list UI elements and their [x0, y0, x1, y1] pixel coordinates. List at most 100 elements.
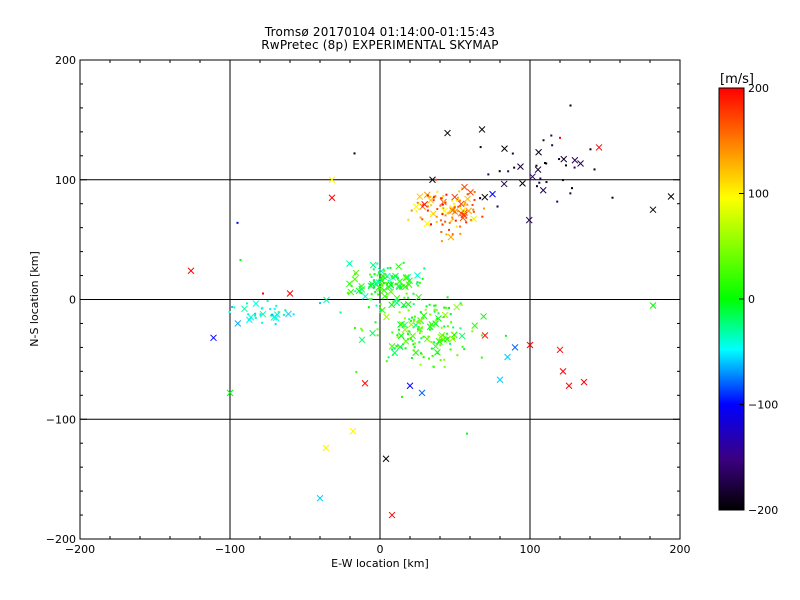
data-point-cross — [369, 329, 376, 337]
data-point-dot — [368, 298, 371, 301]
data-point-cross — [447, 233, 455, 241]
data-point-dot — [448, 221, 451, 224]
data-point-dot — [394, 283, 397, 286]
data-point-dot — [460, 187, 463, 190]
data-point-cross — [381, 292, 389, 300]
data-point-dot — [440, 326, 443, 329]
data-point-cross — [595, 144, 603, 151]
data-point-cross — [441, 207, 448, 215]
data-point-dot — [440, 197, 443, 200]
x-tick-label: 0 — [377, 543, 384, 556]
data-point-dot — [275, 304, 278, 307]
data-point-dot — [539, 177, 542, 180]
data-point-dot — [386, 284, 389, 287]
data-point-dot — [292, 313, 295, 316]
data-point-dot — [435, 215, 438, 218]
data-point-dot — [459, 204, 462, 207]
data-point-cross — [395, 263, 403, 270]
data-point-cross — [451, 208, 459, 216]
data-point-dot — [456, 354, 459, 357]
data-point-cross — [387, 288, 395, 295]
data-point-dot — [374, 291, 377, 294]
data-point-dot — [385, 295, 388, 298]
data-point-cross — [480, 313, 487, 320]
data-point-dot — [457, 210, 460, 213]
data-point-cross — [667, 193, 675, 200]
data-point-dot — [403, 296, 406, 299]
data-point-cross — [534, 166, 542, 173]
data-point-dot — [436, 207, 439, 210]
data-point-cross — [571, 156, 579, 164]
data-point-cross — [361, 379, 369, 387]
data-point-dot — [346, 291, 349, 294]
data-point-cross — [414, 272, 421, 279]
data-point-dot — [412, 349, 415, 352]
data-point-dot — [353, 326, 356, 329]
data-point-dot — [479, 197, 482, 200]
data-point-dot — [459, 225, 462, 228]
data-point-dot — [417, 326, 420, 329]
data-point-dot — [442, 334, 445, 337]
data-point-dot — [262, 292, 264, 295]
data-point-dot — [379, 309, 382, 312]
data-point-dot — [434, 319, 437, 322]
data-point-dot — [451, 199, 454, 202]
data-point-dot — [383, 269, 386, 272]
data-point-dot — [380, 282, 383, 285]
data-point-cross — [429, 210, 437, 218]
data-point-cross — [429, 176, 436, 184]
data-point-dot — [535, 185, 538, 188]
data-point-dot — [373, 286, 376, 289]
data-point-cross — [504, 353, 511, 361]
data-point-dot — [558, 158, 561, 161]
data-point-dot — [442, 194, 445, 197]
data-point-dot — [444, 201, 447, 204]
data-point-dot — [409, 338, 412, 341]
data-point-cross — [328, 176, 336, 184]
data-point-dot — [459, 327, 462, 330]
data-point-cross — [539, 186, 547, 194]
data-point-cross — [517, 163, 524, 171]
data-point-dot — [544, 161, 546, 164]
data-point-cross — [418, 389, 426, 397]
data-point-dot — [507, 170, 510, 173]
chart-subtitle: RwPretec (8p) EXPERIMENTAL SKYMAP — [261, 38, 499, 52]
data-point-dot — [419, 216, 422, 219]
data-point-dot — [434, 195, 437, 198]
data-point-dot — [463, 203, 466, 206]
data-point-dot — [440, 230, 443, 233]
data-point-cross — [416, 317, 424, 325]
data-point-dot — [387, 279, 390, 282]
data-point-dot — [471, 204, 474, 207]
data-point-cross — [285, 310, 292, 318]
data-point-dot — [480, 356, 483, 359]
data-point-dot — [439, 219, 442, 222]
data-point-dot — [410, 209, 413, 212]
data-point-dot — [419, 322, 422, 325]
data-point-dot — [435, 178, 438, 181]
data-point-dot — [398, 311, 401, 314]
data-point-cross — [461, 183, 468, 191]
data-point-dot — [269, 308, 272, 311]
data-point-dot — [370, 298, 373, 301]
data-point-dot — [441, 223, 444, 226]
data-point-dot — [401, 395, 404, 398]
colorbar-ticks: 200 100 0 −100 −200 — [739, 82, 778, 517]
data-point-cross — [404, 274, 412, 281]
data-point-dot — [421, 277, 424, 280]
data-point-dot — [431, 354, 434, 357]
data-point-cross — [316, 494, 324, 502]
data-point-dot — [430, 347, 433, 350]
data-point-dot — [433, 308, 436, 311]
data-point-dot — [446, 325, 449, 328]
data-point-cross — [432, 342, 439, 350]
data-point-dot — [450, 321, 453, 324]
data-point-dot — [513, 166, 516, 169]
data-point-dot — [398, 287, 401, 290]
data-point-cross — [234, 320, 242, 327]
data-point-dot — [455, 199, 458, 202]
y-tick-label: −200 — [46, 533, 76, 546]
data-point-dot — [426, 194, 429, 197]
data-point-dot — [277, 311, 280, 314]
data-point-dot — [409, 320, 412, 323]
